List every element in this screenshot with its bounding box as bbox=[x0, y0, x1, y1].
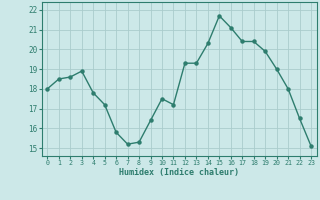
X-axis label: Humidex (Indice chaleur): Humidex (Indice chaleur) bbox=[119, 168, 239, 177]
